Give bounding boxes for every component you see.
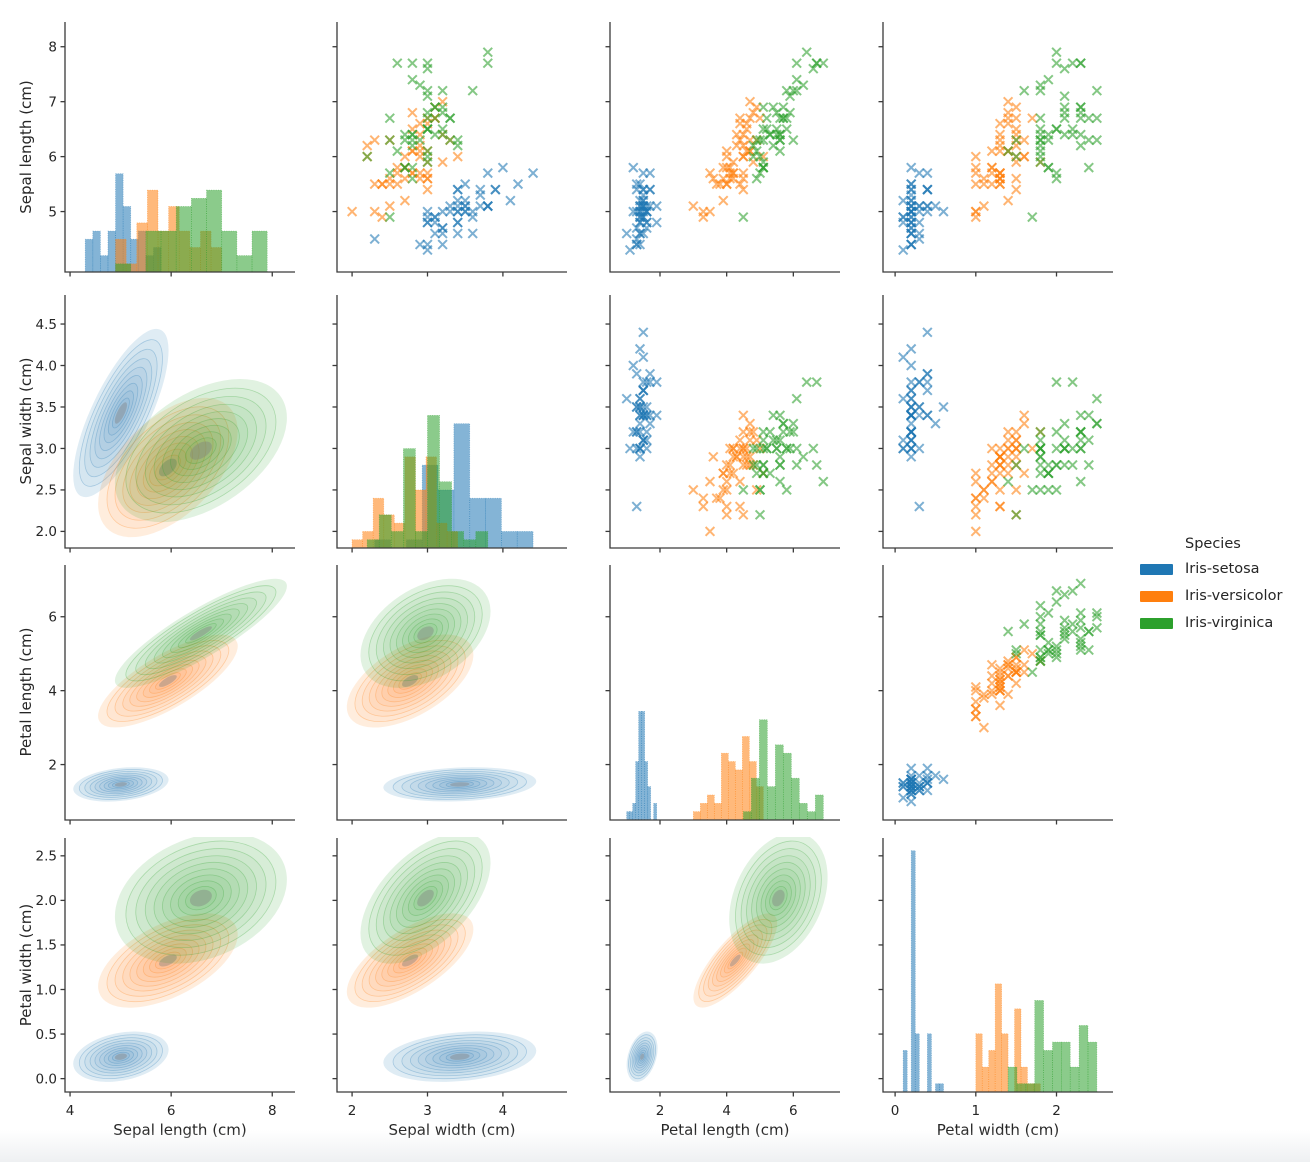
y-tick-label: 4.0 (36, 358, 57, 374)
legend-entry: Iris-setosa (1140, 561, 1282, 577)
panel-petal_width-vs-petal_width: 0 1 2 (878, 838, 1113, 1119)
y-tick-label: 8 (48, 40, 57, 56)
y-tick-label: 2.0 (36, 524, 57, 540)
x-tick-label: 4 (499, 1103, 508, 1119)
legend-swatch-versicolor-icon (1140, 590, 1173, 602)
y-tick-label: 4 (48, 683, 57, 699)
y-tick-label: 3.0 (36, 441, 57, 457)
page-bottom-fade (0, 1130, 1310, 1162)
legend-label: Iris-setosa (1185, 561, 1260, 577)
panel-petal_length-vs-sepal_width (332, 565, 567, 825)
panel-sepal_width-vs-sepal_width (332, 295, 567, 553)
panel-petal_length-vs-sepal_length: 2 4 6 (48, 565, 303, 825)
legend-swatch-virginica-icon (1140, 617, 1173, 629)
y-axis-label-petal-length: Petal length (cm) (17, 627, 35, 757)
y-tick-label: 2.0 (36, 893, 57, 909)
x-tick-label: 6 (789, 1103, 798, 1119)
y-tick-label: 2 (48, 757, 57, 773)
legend-title: Species (1185, 536, 1241, 552)
panel-petal_width-vs-sepal_width: 2 3 4 (332, 837, 567, 1119)
y-tick-label: 5 (48, 204, 57, 220)
x-tick-label: 2 (348, 1103, 357, 1119)
y-tick-label: 2.5 (36, 849, 57, 865)
y-axis-label-petal-width: Petal width (cm) (17, 903, 35, 1027)
panel-sepal_width-vs-sepal_length: 2.0 2.5 3.0 3.5 4.0 4.5 (36, 295, 297, 553)
panel-sepal_length-vs-sepal_width (332, 22, 567, 277)
y-tick-label: 3.5 (36, 400, 57, 416)
y-tick-label: 1.5 (36, 938, 57, 954)
y-tick-label: 0.5 (36, 1027, 57, 1043)
legend: Species Iris-setosa Iris-versicolor Iris… (1140, 536, 1282, 642)
legend-label: Iris-virginica (1185, 615, 1274, 631)
legend-entry: Iris-virginica (1140, 615, 1282, 631)
x-tick-label: 8 (268, 1103, 277, 1119)
x-tick-label: 0 (891, 1103, 900, 1119)
panel-petal_width-vs-sepal_length: 4 6 8 0.0 0.5 1.0 1.5 2.0 2.5 (36, 837, 295, 1119)
panel-sepal_width-vs-petal_width (878, 295, 1113, 553)
panel-petal_length-vs-petal_length (605, 565, 840, 825)
x-tick-label: 3 (423, 1103, 432, 1119)
panel-sepal_length-vs-sepal_length: 5 6 7 8 (48, 22, 295, 277)
x-tick-label: 6 (167, 1103, 176, 1119)
x-tick-label: 2 (656, 1103, 665, 1119)
y-tick-label: 1.0 (36, 982, 57, 998)
x-tick-label: 2 (1052, 1103, 1061, 1119)
y-tick-label: 2.5 (36, 483, 57, 499)
y-tick-label: 4.5 (36, 317, 57, 333)
y-tick-label: 7 (48, 94, 57, 110)
panel-sepal_length-vs-petal_width (878, 22, 1113, 277)
y-tick-label: 6 (48, 149, 57, 165)
y-axis-label-sepal-width: Sepal width (cm) (17, 357, 35, 485)
legend-label: Iris-versicolor (1185, 588, 1283, 604)
x-tick-label: 1 (972, 1103, 981, 1119)
y-tick-label: 6 (48, 610, 57, 626)
y-axis-label-sepal-length: Sepal length (cm) (17, 80, 35, 214)
panel-petal_length-vs-petal_width (878, 565, 1113, 825)
x-tick-label: 4 (722, 1103, 731, 1119)
legend-entry: Iris-versicolor (1140, 588, 1282, 604)
legend-swatch-setosa-icon (1140, 563, 1173, 575)
panel-petal_width-vs-petal_length: 2 4 6 (605, 837, 840, 1119)
x-tick-label: 4 (66, 1103, 75, 1119)
panel-sepal_length-vs-petal_length (605, 22, 840, 277)
panel-sepal_width-vs-petal_length (605, 295, 840, 553)
y-tick-label: 0.0 (36, 1071, 57, 1087)
